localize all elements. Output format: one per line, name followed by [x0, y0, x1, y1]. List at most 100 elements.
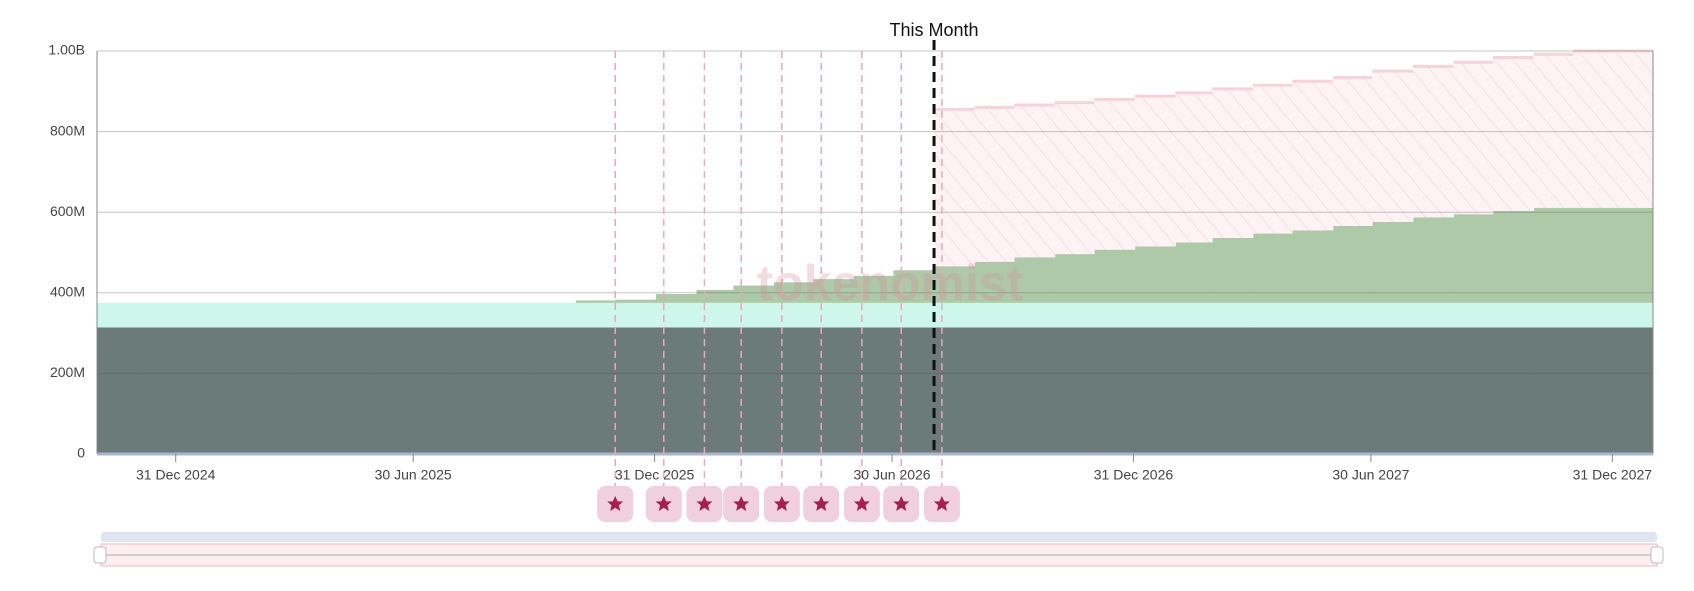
- area-step: [575, 300, 616, 303]
- area-step: [854, 302, 894, 328]
- area-step: [1014, 302, 1056, 328]
- area-step: [696, 327, 734, 454]
- area-step: [934, 266, 976, 303]
- area-step: [1533, 327, 1574, 454]
- navigator[interactable]: [93, 532, 1664, 567]
- area-step: [1054, 302, 1095, 328]
- area-step: [1134, 327, 1176, 454]
- area-step: [1134, 96, 1176, 247]
- area-step: [1014, 257, 1056, 303]
- event-marker[interactable]: [803, 486, 840, 522]
- area-step: [1292, 81, 1334, 231]
- area-step: [1453, 62, 1494, 215]
- area-step: [375, 302, 415, 328]
- area-step: [1372, 327, 1414, 454]
- area-step: [334, 302, 376, 328]
- x-tick-label: 30 Jun 2026: [854, 467, 931, 483]
- area-step: [1332, 225, 1373, 303]
- area-step: [1094, 327, 1136, 454]
- area-step: [1492, 57, 1535, 211]
- area-step: [414, 302, 456, 328]
- area-step: [1252, 302, 1293, 328]
- area-step: [1453, 302, 1494, 328]
- area-step: [1212, 327, 1254, 454]
- area-step: [893, 270, 935, 303]
- navigator-track[interactable]: [101, 532, 1657, 542]
- y-tick-label: 400M: [50, 284, 85, 300]
- area-step: [1332, 327, 1373, 454]
- area-step: [254, 302, 296, 328]
- watermark: tokenomist: [757, 255, 1024, 311]
- area-step: [854, 275, 894, 303]
- area-step: [773, 282, 814, 303]
- area-step: [1134, 246, 1176, 303]
- x-tick-label: 31 Dec 2025: [615, 467, 695, 483]
- area-step: [177, 327, 219, 454]
- area-step: [97, 327, 137, 454]
- area-step: [733, 327, 775, 454]
- navigator-handle[interactable]: [1650, 546, 1664, 564]
- event-marker[interactable]: [843, 486, 880, 522]
- event-marker[interactable]: [645, 486, 682, 522]
- x-tick-label: 31 Dec 2027: [1573, 467, 1653, 483]
- area-step: [974, 327, 1015, 454]
- area-step: [414, 327, 456, 454]
- current-month-label: This Month: [890, 20, 979, 40]
- area-step: [1175, 92, 1213, 243]
- y-tick-label: 200M: [50, 364, 85, 380]
- area-step: [1453, 214, 1494, 303]
- area-step: [1094, 249, 1136, 303]
- x-tick-label: 31 Dec 2024: [136, 467, 216, 483]
- area-step: [1212, 88, 1254, 238]
- area-step: [1134, 302, 1176, 328]
- y-tick-label: 1.00B: [48, 42, 85, 58]
- area-step: [615, 299, 657, 303]
- area-step: [1412, 302, 1455, 328]
- area-step: [136, 302, 178, 328]
- event-marker[interactable]: [597, 486, 634, 522]
- x-tick-label: 30 Jun 2025: [375, 467, 452, 483]
- area-step: [1212, 237, 1254, 303]
- area-step: [1054, 254, 1095, 303]
- area-step: [1613, 302, 1654, 328]
- area-step: [1175, 302, 1213, 328]
- event-star: [655, 496, 672, 511]
- area-step: [1014, 105, 1056, 258]
- area-step: [854, 327, 894, 454]
- area-step: [334, 327, 376, 454]
- area-step: [295, 302, 335, 328]
- area-step: [615, 302, 657, 328]
- area-step: [934, 327, 976, 454]
- area-step: [455, 327, 497, 454]
- x-tick-label: 31 Dec 2026: [1094, 467, 1174, 483]
- area-step: [535, 302, 577, 328]
- event-marker[interactable]: [883, 486, 920, 522]
- area-step: [773, 327, 814, 454]
- navigator-handle[interactable]: [93, 546, 107, 564]
- event-star: [607, 496, 624, 511]
- area-step: [974, 261, 1015, 303]
- area-step: [1252, 233, 1293, 303]
- event-marker[interactable]: [763, 486, 800, 522]
- area-step: [1613, 327, 1654, 454]
- y-tick-label: 800M: [50, 122, 85, 138]
- area-step: [1175, 327, 1213, 454]
- area-step: [974, 107, 1015, 262]
- event-marker[interactable]: [686, 486, 723, 522]
- y-tick-label: 600M: [50, 203, 85, 219]
- event-star: [773, 496, 790, 511]
- area-step: [655, 294, 698, 303]
- event-marker[interactable]: [923, 486, 960, 522]
- area-step: [1533, 207, 1574, 303]
- area-step: [495, 302, 536, 328]
- area-step: [1014, 327, 1056, 454]
- area-step: [1533, 54, 1574, 208]
- area-step: [974, 302, 1015, 328]
- area-step: [655, 327, 698, 454]
- event-marker[interactable]: [723, 486, 760, 522]
- area-step: [696, 302, 734, 328]
- area-step: [934, 109, 976, 267]
- area-step: [1613, 207, 1654, 303]
- area-step: [217, 302, 255, 328]
- area-step: [217, 327, 255, 454]
